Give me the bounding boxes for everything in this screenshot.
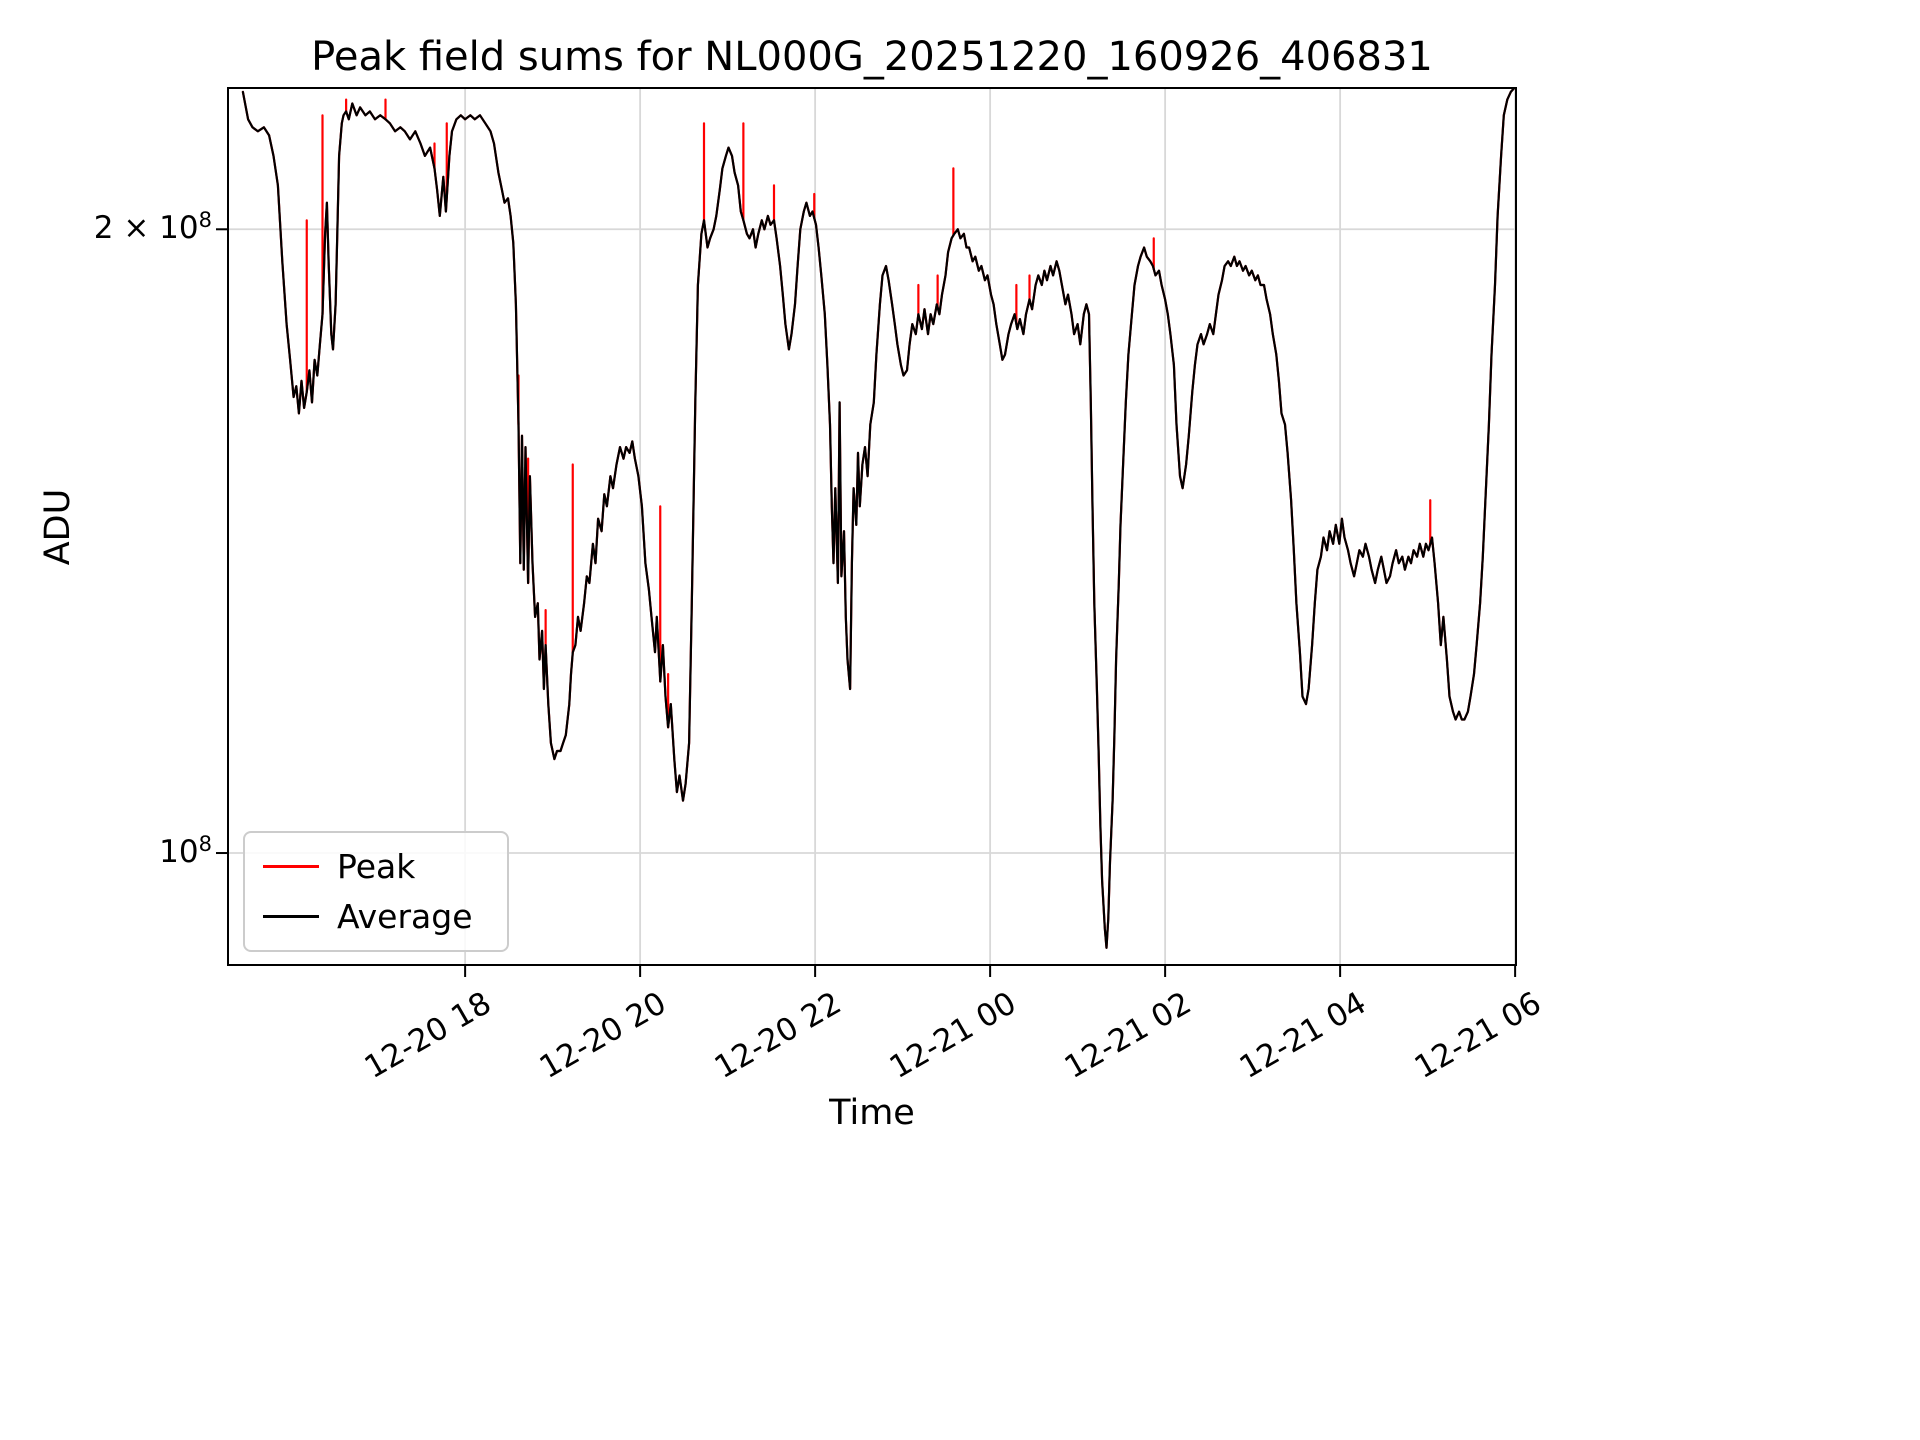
average-line [241, 88, 1516, 949]
legend: Peak Average [243, 831, 509, 953]
y-axis-label: ADU [38, 488, 78, 566]
legend-label-average: Average [337, 896, 473, 936]
legend-entry-peak: Peak [263, 847, 473, 887]
plot-border [227, 87, 1517, 966]
average-line-sample [263, 914, 319, 918]
legend-label-peak: Peak [337, 847, 416, 886]
peak-line-sample [263, 865, 319, 869]
chart-title: Peak field sums for NL000G_20251220_1609… [311, 34, 1433, 80]
axis-tick-marks [216, 228, 1517, 977]
y-tick-label: 108 [159, 831, 212, 871]
x-axis-label: Time [829, 1093, 915, 1133]
peak-line [241, 88, 1516, 949]
legend-entry-average: Average [263, 897, 473, 937]
y-tick-label: 2 × 108 [93, 208, 212, 247]
